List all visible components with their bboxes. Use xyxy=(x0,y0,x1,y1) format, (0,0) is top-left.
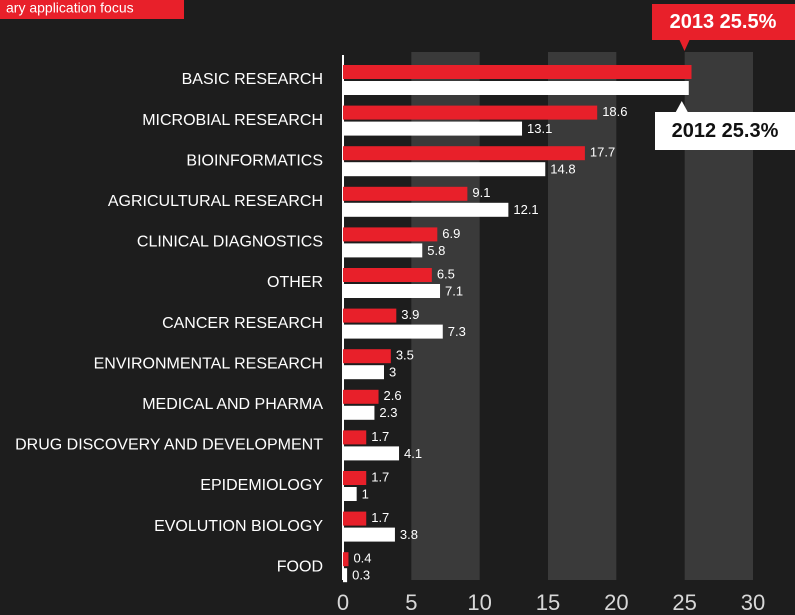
bar xyxy=(343,446,400,461)
x-tick-label: 0 xyxy=(337,590,349,615)
category-label: MICROBIAL RESEARCH xyxy=(142,112,323,129)
chart-title: ary application focus xyxy=(6,0,134,16)
bar xyxy=(343,105,598,120)
bar xyxy=(343,186,468,201)
value-label: 18.6 xyxy=(602,104,627,119)
bar xyxy=(343,511,367,526)
grid-band xyxy=(411,52,480,580)
value-label: 3 xyxy=(389,365,396,380)
value-label: 3.5 xyxy=(396,348,414,363)
bar xyxy=(343,324,443,339)
value-label: 2.3 xyxy=(379,405,397,420)
x-tick-label: 25 xyxy=(672,590,696,615)
category-label: OTHER xyxy=(267,274,323,291)
x-tick-label: 10 xyxy=(467,590,491,615)
callout-label: 2012 25.3% xyxy=(672,120,779,142)
category-label: FOOD xyxy=(277,558,323,575)
legend-entry: 2013 xyxy=(670,11,715,33)
category-label: EPIDEMIOLOGY xyxy=(200,477,323,494)
bar xyxy=(343,552,349,567)
value-label: 1.7 xyxy=(371,510,389,525)
category-label: BIOINFORMATICS xyxy=(186,152,323,169)
callout-box xyxy=(655,112,795,150)
bar xyxy=(343,430,367,445)
value-label: 3.8 xyxy=(400,527,418,542)
category-label: EVOLUTION BIOLOGY xyxy=(154,518,323,535)
grid-band xyxy=(548,52,617,580)
callout-value: 25.3% xyxy=(722,120,779,142)
category-label: CLINICAL DIAGNOSTICS xyxy=(137,234,323,251)
callout-pointer xyxy=(679,40,690,51)
value-label: 1 xyxy=(362,486,369,501)
value-label: 17.7 xyxy=(590,145,615,160)
value-label: 3.9 xyxy=(401,307,419,322)
bar xyxy=(343,146,585,161)
bar xyxy=(343,365,384,380)
bar xyxy=(343,405,375,420)
value-label: 6.9 xyxy=(442,226,460,241)
title-box xyxy=(0,0,184,19)
category-label: BASIC RESEARCH xyxy=(182,71,323,88)
callout-pointer xyxy=(675,101,688,112)
category-label: CANCER RESEARCH xyxy=(162,315,323,332)
bar xyxy=(343,349,391,364)
bar xyxy=(343,568,348,583)
x-tick-label: 15 xyxy=(536,590,560,615)
x-tick-label: 20 xyxy=(604,590,628,615)
value-label: 2.6 xyxy=(384,388,402,403)
bar xyxy=(343,389,379,404)
value-label: 14.8 xyxy=(550,162,575,177)
callout-value: 25.5% xyxy=(720,11,777,33)
category-label: DRUG DISCOVERY AND DEVELOPMENT xyxy=(15,437,323,454)
category-label: AGRICULTURAL RESEARCH xyxy=(108,193,323,210)
value-label: 7.1 xyxy=(445,283,463,298)
bar xyxy=(343,202,509,217)
bar xyxy=(343,284,441,298)
value-label: 9.1 xyxy=(472,185,490,200)
bar xyxy=(343,121,523,136)
legend-entry: 2012 xyxy=(672,120,717,142)
x-tick-label: 5 xyxy=(405,590,417,615)
value-label: 0.4 xyxy=(353,551,371,566)
bar xyxy=(343,487,357,501)
category-label: MEDICAL AND PHARMA xyxy=(142,396,323,413)
category-label: ENVIRONMENTAL RESEARCH xyxy=(94,355,323,372)
value-label: 1.7 xyxy=(371,429,389,444)
value-label: 4.1 xyxy=(404,446,422,461)
bar xyxy=(343,65,692,79)
bar xyxy=(343,162,546,177)
bar xyxy=(343,227,438,242)
value-label: 1.7 xyxy=(371,469,389,484)
bar xyxy=(343,527,395,542)
bar xyxy=(343,268,432,282)
bar xyxy=(343,81,689,95)
value-label: 5.8 xyxy=(427,243,445,258)
bar xyxy=(343,308,397,323)
x-tick-label: 30 xyxy=(741,590,765,615)
callout-label: 2013 25.5% xyxy=(670,11,777,33)
value-label: 13.1 xyxy=(527,121,552,136)
value-label: 6.5 xyxy=(437,266,455,281)
value-label: 0.3 xyxy=(352,568,370,583)
bar xyxy=(343,471,367,485)
bar xyxy=(343,243,423,258)
callout-box xyxy=(652,4,795,40)
value-label: 7.3 xyxy=(448,324,466,339)
value-label: 12.1 xyxy=(513,202,538,217)
